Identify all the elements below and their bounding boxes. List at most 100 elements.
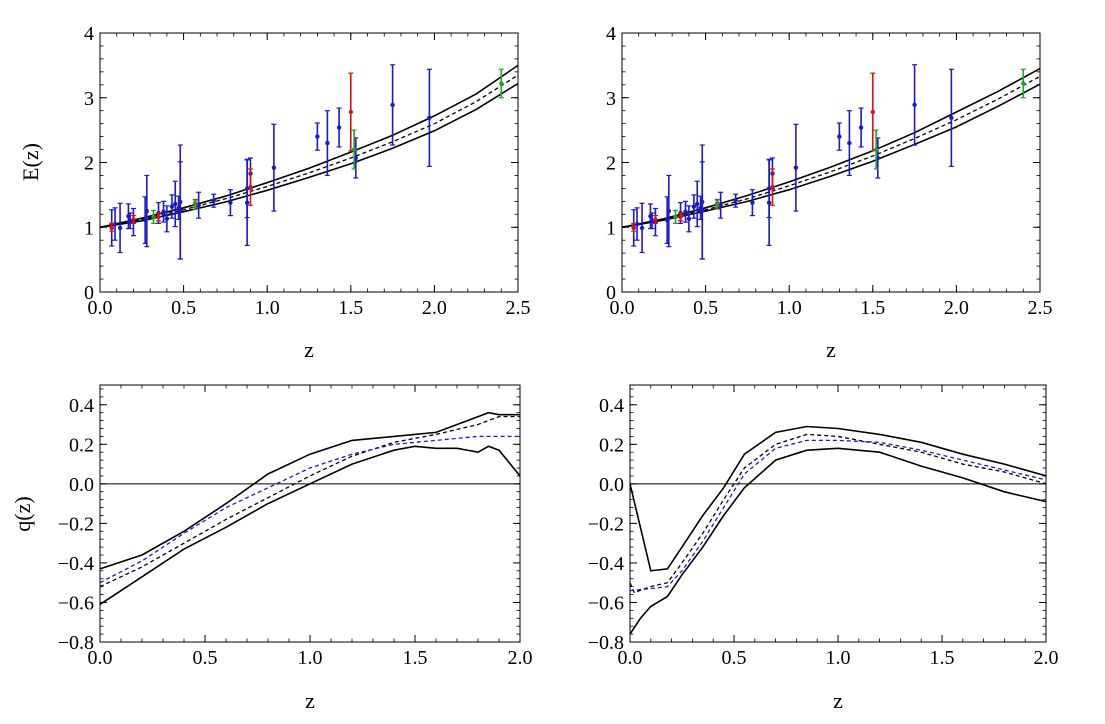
series-mean xyxy=(99,415,520,588)
data-point xyxy=(271,165,277,170)
data-point xyxy=(127,218,133,223)
data-point xyxy=(673,214,678,220)
data-point xyxy=(196,203,201,208)
x-tick-label: 1.0 xyxy=(255,297,280,319)
y-tick-label: −0.2 xyxy=(58,513,94,535)
y-tick-label: 0.0 xyxy=(599,474,624,496)
series-upper-band xyxy=(99,64,519,229)
data-point xyxy=(649,218,655,223)
data-point xyxy=(156,214,161,220)
y-tick-label: 0.2 xyxy=(599,434,624,456)
x-tick-label: 0.0 xyxy=(88,297,113,319)
y-axis-label: q(z) xyxy=(10,496,35,531)
x-tick-label: 0.5 xyxy=(693,297,718,319)
data-point xyxy=(634,221,640,227)
y-tick-label: 0 xyxy=(84,282,94,304)
data-point xyxy=(151,214,156,220)
y-tick-label: −0.6 xyxy=(588,592,624,614)
y-tick-label: 0.0 xyxy=(69,474,94,496)
x-axis-label: z xyxy=(305,688,315,713)
data-point xyxy=(858,125,864,130)
y-tick-label: 0 xyxy=(606,282,616,304)
chart-panel-top-right: 0.0 0.5 1.0 1.5 2.0 2.5 0 1 2 3 4 z xyxy=(606,23,1053,362)
series-lower-band xyxy=(629,447,1047,635)
y-tick-label: 0.4 xyxy=(69,395,94,417)
x-tick-label: 1.0 xyxy=(777,297,802,319)
x-tick-label: 0.0 xyxy=(610,297,635,319)
data-point xyxy=(173,201,178,207)
y-tick-label: −0.8 xyxy=(588,632,624,654)
data-point xyxy=(325,140,330,146)
data-point xyxy=(683,209,688,214)
y-tick-label: 1 xyxy=(84,217,94,239)
y-tick-label: −0.2 xyxy=(588,513,624,535)
y-tick-label: 3 xyxy=(84,88,94,110)
x-tick-label: 0.0 xyxy=(618,647,643,669)
data-point xyxy=(837,134,842,139)
data-point xyxy=(793,165,799,170)
data-point xyxy=(695,201,700,207)
series-reference xyxy=(99,435,520,584)
series-upper-band xyxy=(629,425,1047,572)
chart-panel-bottom-right: 0.0 0.5 1.0 1.5 2.0 −0.8 −0.6 −0.4 −0.2 0.0 0.2 0.4… xyxy=(588,384,1059,713)
y-tick-label: 2 xyxy=(606,153,616,175)
series-mean xyxy=(621,75,1041,228)
series-lower-band xyxy=(99,82,519,229)
y-tick-label: −0.8 xyxy=(58,632,94,654)
data-point xyxy=(228,200,233,205)
data-point xyxy=(686,216,692,222)
x-tick-label: 1.5 xyxy=(338,297,363,319)
data-point xyxy=(718,203,723,208)
data-point xyxy=(144,208,150,214)
data-point xyxy=(847,140,852,146)
x-tick-label: 0.5 xyxy=(722,647,747,669)
data-point xyxy=(770,184,775,190)
x-tick-label: 1.0 xyxy=(298,647,323,669)
data-point xyxy=(766,200,772,205)
x-tick-label: 0.0 xyxy=(88,647,113,669)
data-point xyxy=(1021,81,1026,86)
data-point xyxy=(427,115,432,121)
plot-frame xyxy=(621,32,1041,293)
data-point xyxy=(639,225,645,231)
data-point xyxy=(715,202,720,207)
y-tick-label: 0.2 xyxy=(69,434,94,456)
x-tick-label: 1.5 xyxy=(403,647,428,669)
data-point xyxy=(678,214,683,220)
data-point xyxy=(169,204,175,209)
x-axis-label: z xyxy=(826,337,836,362)
y-tick-label: 1 xyxy=(606,217,616,239)
x-tick-label: 2.0 xyxy=(508,647,533,669)
y-tick-label: 0.4 xyxy=(599,395,624,417)
data-point xyxy=(631,225,636,230)
x-tick-label: 2.0 xyxy=(422,297,447,319)
y-tick-label: 4 xyxy=(606,23,616,45)
data-point xyxy=(112,221,118,227)
data-point xyxy=(750,200,755,205)
series-mean xyxy=(629,433,1047,594)
data-point xyxy=(873,147,879,152)
y-tick-label: −0.6 xyxy=(58,592,94,614)
data-point xyxy=(336,125,342,130)
x-tick-label: 2.5 xyxy=(506,297,531,319)
data-point xyxy=(211,198,216,203)
data-point xyxy=(666,208,672,214)
data-point xyxy=(164,216,170,222)
series-upper-band xyxy=(621,67,1041,229)
y-axis-label: E(z) xyxy=(18,143,43,181)
x-tick-label: 0.5 xyxy=(193,647,218,669)
data-point xyxy=(390,102,395,108)
data-point xyxy=(131,217,136,222)
chart-panel-top-left: 0.0 0.5 1.0 1.5 2.0 2.5 0 1 2 3 4 z E(z) xyxy=(18,23,531,362)
data-point xyxy=(315,134,320,139)
data-point xyxy=(912,102,917,108)
y-tick-label: −0.4 xyxy=(58,553,94,575)
data-point xyxy=(733,198,738,203)
data-point xyxy=(499,81,504,86)
plot-frame xyxy=(629,384,1047,643)
data-point xyxy=(244,200,250,205)
chart-panel-bottom-left: 0.0 0.5 1.0 1.5 2.0 −0.8 −0.6 −0.4 −0.2 0.0 0.2 0.4… xyxy=(10,384,533,713)
x-tick-label: 2.0 xyxy=(1034,647,1059,669)
series-mean xyxy=(99,74,519,228)
